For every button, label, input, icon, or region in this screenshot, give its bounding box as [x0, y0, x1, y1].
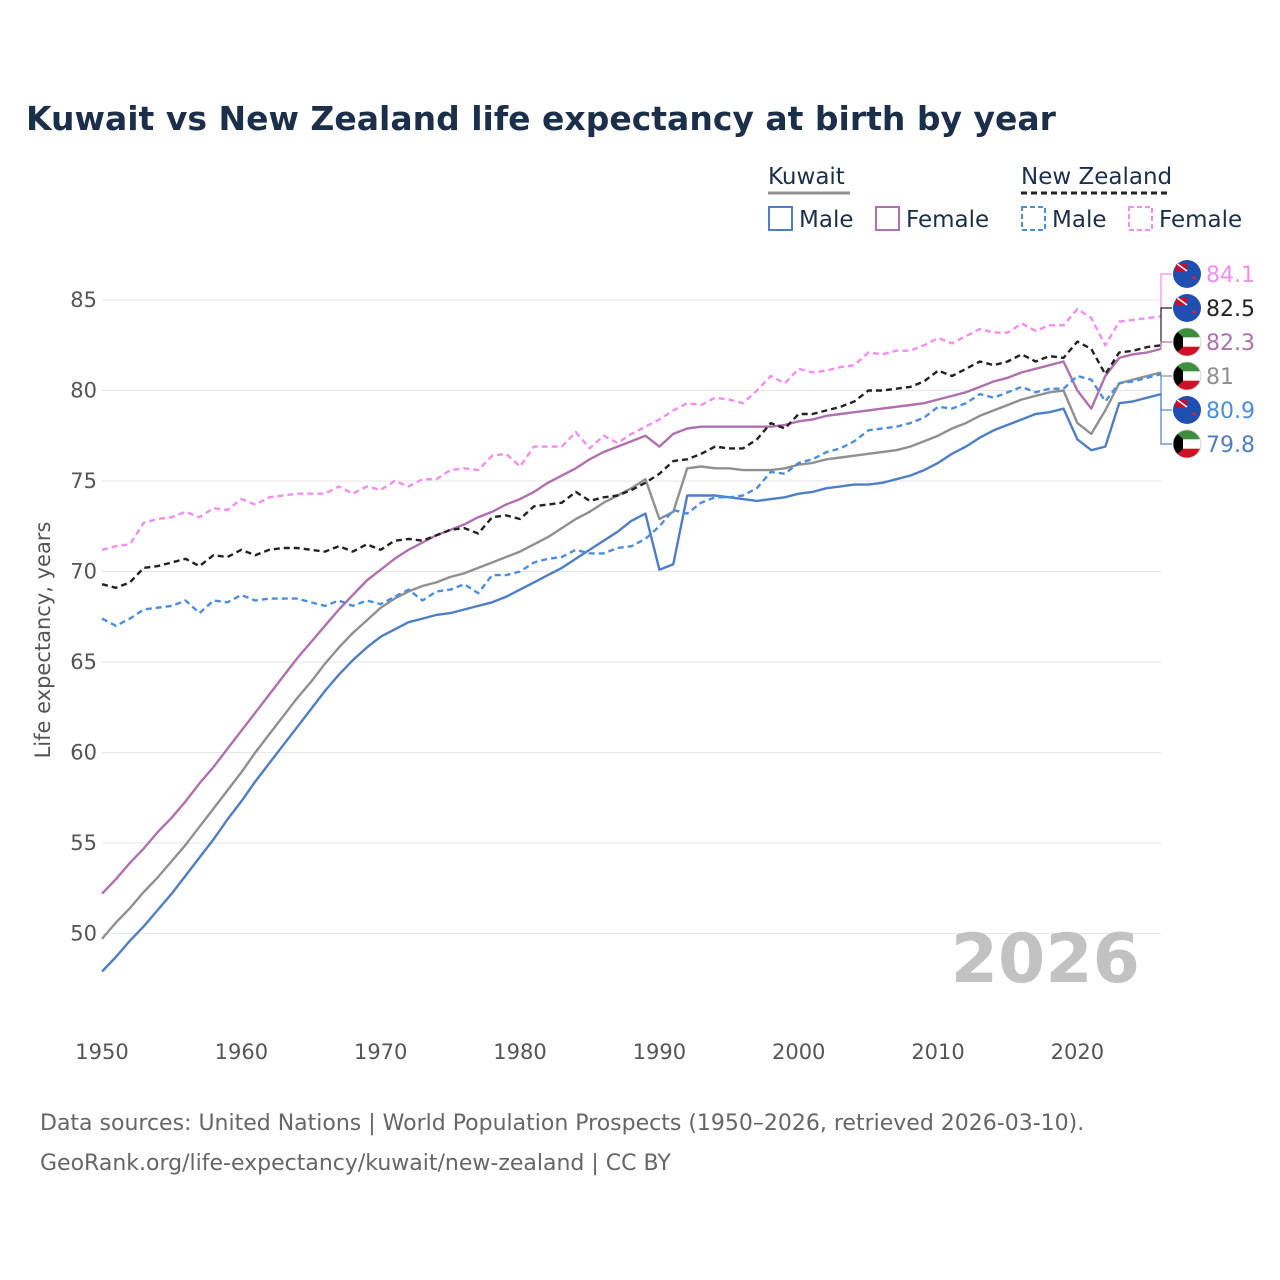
y-tick-50: 50 [70, 922, 97, 946]
y-axis-label: Life expectancy, years [31, 522, 55, 759]
x-tick-2020: 2020 [1051, 1040, 1104, 1064]
x-axis-ticks: 1950 1960 1970 1980 1990 2000 2010 2020 [75, 1040, 1104, 1064]
end-label-kw_f: 82.3 [1160, 327, 1255, 357]
series-line-nz_m[interactable] [101, 373, 1162, 627]
end-label-nz_f: 84.1 [1160, 260, 1255, 317]
legend-kuwait-male-swatch[interactable] [768, 206, 793, 231]
x-tick-1980: 1980 [493, 1040, 546, 1064]
series-line-kw[interactable] [101, 371, 1162, 940]
source-line-2: GeoRank.org/life-expectancy/kuwait/new-z… [40, 1151, 671, 1176]
flag-nz-cross-icon [1175, 296, 1188, 306]
legend-nz-male-swatch[interactable] [1021, 206, 1046, 231]
end-value-nz_f: 84.1 [1206, 263, 1255, 288]
y-axis-ticks: 50 55 60 65 70 75 80 85 [70, 288, 97, 946]
end-connector-kw [1160, 372, 1172, 377]
flag-nz-star-icon [1192, 276, 1196, 280]
end-label-nz: 82.5 [1160, 294, 1255, 346]
legend-nz-female-label[interactable]: Female [1159, 207, 1242, 233]
flag-nz-star-icon [1192, 412, 1196, 416]
end-connector-nz_m [1160, 374, 1172, 411]
series-lines [101, 307, 1162, 973]
y-tick-70: 70 [70, 560, 97, 584]
end-connector-nz [1160, 307, 1172, 346]
end-value-nz: 82.5 [1206, 297, 1255, 322]
end-value-kw_f: 82.3 [1206, 331, 1255, 356]
flag-nz-cross-icon [1175, 398, 1188, 408]
x-tick-2000: 2000 [772, 1040, 825, 1064]
flag-kw-icon [1173, 430, 1201, 458]
y-tick-85: 85 [70, 288, 97, 312]
flag-kw-icon [1173, 328, 1201, 356]
legend-kuwait-male-label[interactable]: Male [799, 207, 853, 233]
y-tick-75: 75 [70, 469, 97, 493]
legend-kuwait-female-label[interactable]: Female [906, 207, 989, 233]
series-line-kw_f[interactable] [101, 347, 1162, 895]
current-year-watermark: 2026 [951, 920, 1140, 999]
series-line-kw_m[interactable] [101, 392, 1162, 973]
flag-nz-cross-icon [1175, 262, 1188, 272]
end-connector-kw_m [1160, 394, 1172, 445]
flag-nz-star-icon [1192, 310, 1196, 314]
end-value-kw_m: 79.8 [1206, 433, 1255, 458]
end-connector-kw_f [1160, 341, 1172, 349]
x-tick-1950: 1950 [75, 1040, 128, 1064]
x-tick-1960: 1960 [215, 1040, 268, 1064]
legend-nz-female-swatch[interactable] [1128, 206, 1153, 231]
x-tick-1970: 1970 [354, 1040, 407, 1064]
end-label-kw_m: 79.8 [1160, 394, 1255, 459]
x-tick-1990: 1990 [633, 1040, 686, 1064]
legend: Kuwait Male Female New Zealand Male Fema… [768, 164, 1242, 233]
end-label-nz_m: 80.9 [1160, 374, 1255, 424]
end-label-kw: 81 [1160, 361, 1234, 391]
y-tick-60: 60 [70, 741, 97, 765]
end-labels: 84.1 82.5 82.3 81 80.9 79.8 [1160, 260, 1255, 459]
series-line-nz[interactable] [101, 340, 1162, 589]
end-connector-nz_f [1160, 273, 1172, 317]
legend-nz-male-label[interactable]: Male [1052, 207, 1106, 233]
end-value-nz_m: 80.9 [1206, 399, 1255, 424]
series-line-nz_f[interactable] [101, 307, 1162, 551]
y-tick-80: 80 [70, 379, 97, 403]
end-value-kw: 81 [1206, 365, 1234, 390]
y-tick-55: 55 [70, 831, 97, 855]
legend-group-new-zealand[interactable]: New Zealand [1021, 164, 1172, 190]
source-line-1: Data sources: United Nations | World Pop… [40, 1111, 1084, 1136]
legend-group-kuwait[interactable]: Kuwait [768, 164, 845, 190]
flag-kw-icon [1173, 362, 1201, 390]
chart-title: Kuwait vs New Zealand life expectancy at… [26, 99, 1057, 138]
y-tick-65: 65 [70, 650, 97, 674]
legend-kuwait-female-swatch[interactable] [875, 206, 900, 231]
x-tick-2010: 2010 [911, 1040, 964, 1064]
